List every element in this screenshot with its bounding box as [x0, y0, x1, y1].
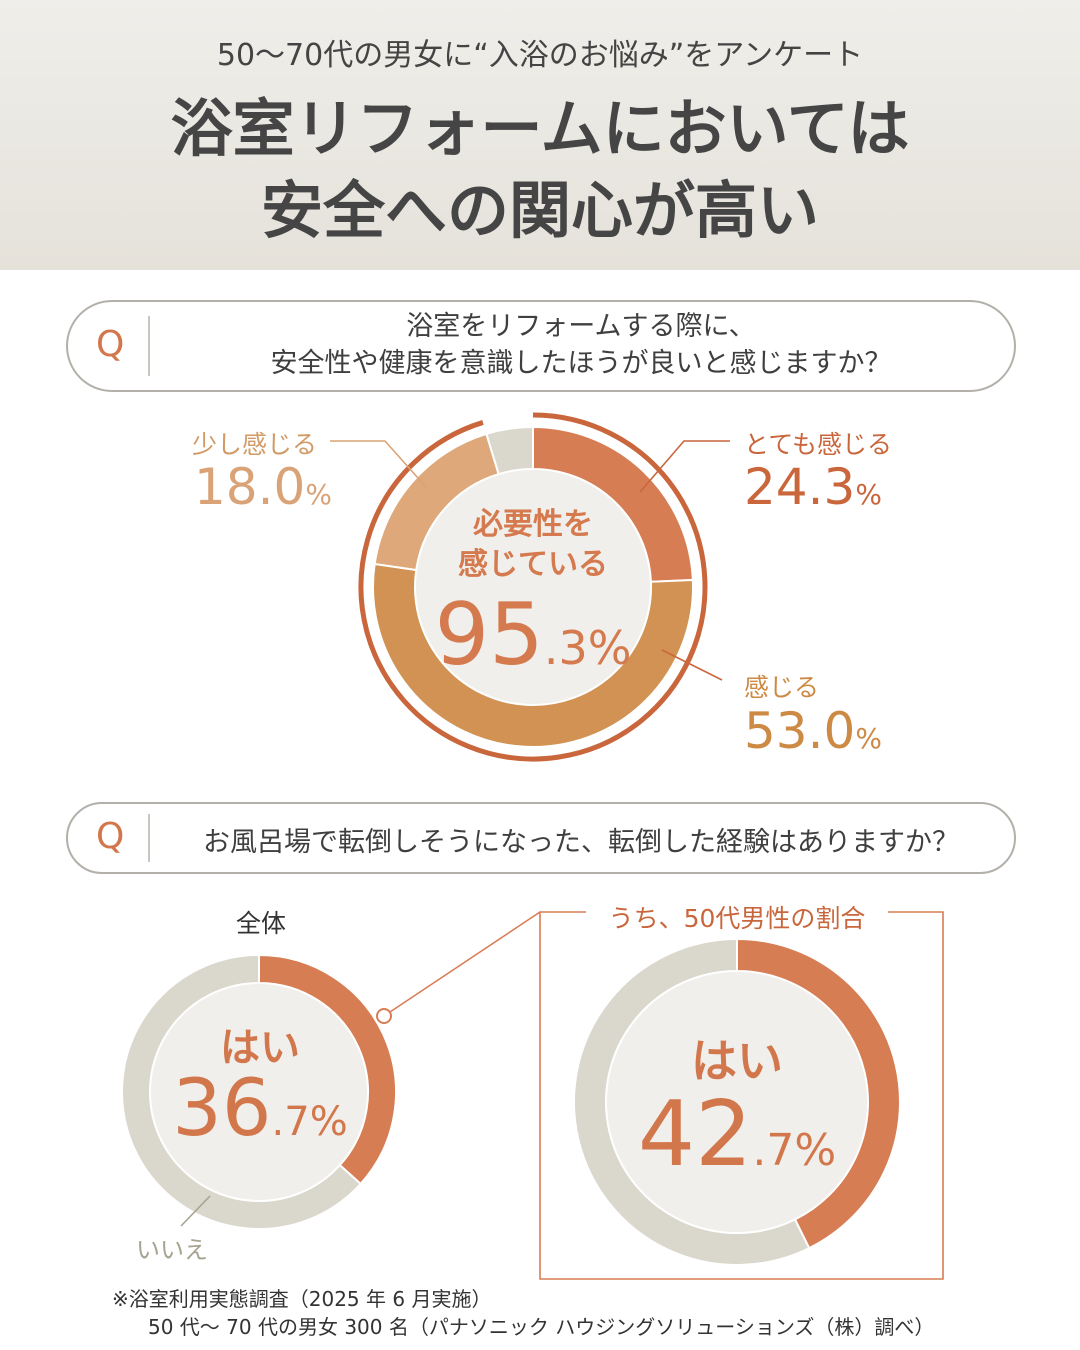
slice-other [485, 425, 534, 476]
donut-center [416, 470, 650, 704]
donut-center [607, 972, 867, 1232]
chart-3-center-value: 42.7% [617, 1082, 857, 1187]
chart-2-title: 全体 [236, 909, 287, 938]
chart-1-center-line-1: 必要性を [473, 507, 593, 542]
question-2-mark: Q [96, 816, 125, 857]
value-very: 24.3% [744, 458, 882, 516]
chart-3-center-label: はい [691, 1034, 783, 1088]
footnote-line-2: 50 代〜 70 代の男女 300 名（パナソニック ハウジングソリューションズ… [148, 1315, 935, 1339]
header-subtitle: 50〜70代の男女に“入浴のお悩み”をアンケート [216, 38, 864, 73]
chart-2-center-number: 36 [172, 1064, 272, 1154]
chart-2-donut [121, 953, 397, 1230]
question-1-line-1: 浴室をリフォームする際に、 [406, 311, 756, 342]
outer-accent-arc [358, 412, 708, 762]
header-banner: 50〜70代の男女に“入浴のお悩み”をアンケート 浴室リフォームにおいては 安全… [0, 0, 1080, 270]
connector-dot [376, 1008, 392, 1024]
slice-yes [736, 937, 901, 1250]
chart-1-donut [358, 412, 708, 762]
chart-2-center-decimal: .7% [271, 1099, 348, 1145]
chart-1-center-value: 95.3% [413, 585, 653, 685]
question-1-mark: Q [96, 324, 125, 365]
leader-no [180, 1195, 211, 1227]
question-1-box: Q 浴室をリフォームする際に、 安全性や健康を意識したほうが良いと感じますか？ [66, 300, 1016, 392]
question-1-line-2: 安全性や健康を意識したほうが良いと感じますか？ [270, 348, 892, 379]
question-1-divider [148, 316, 150, 376]
chart-3-center-decimal: .7% [752, 1125, 837, 1176]
label-very: とても感じる [744, 430, 893, 459]
label-little: 少し感じる [192, 430, 318, 459]
title-line-1: 浴室リフォームにおいては [170, 92, 910, 165]
connector-line [389, 911, 541, 1013]
label-feel: 感じる [744, 673, 820, 702]
value-feel: 53.0% [744, 702, 882, 760]
value-very-number: 24.3 [744, 458, 856, 516]
donut-center [151, 984, 367, 1200]
chart-1-center-line-2: 感じている [458, 547, 608, 582]
question-2-box: Q お風呂場で転倒しそうになった、転倒した経験はありますか？ [66, 802, 1016, 874]
chart-1-center-caption: 必要性を 感じている [413, 505, 653, 585]
value-little-unit: % [305, 478, 332, 511]
chart-2-center-value: 36.7% [150, 1064, 370, 1154]
leader-feel [661, 649, 723, 681]
slice-feel [372, 562, 694, 748]
footnote-line-1: ※浴室利用実態調査（2025 年 6 月実施） [112, 1287, 492, 1311]
slice-no [121, 953, 363, 1230]
chart-2-center-label: はい [220, 1025, 300, 1071]
value-little: 18.0% [194, 458, 332, 516]
value-feel-number: 53.0 [744, 702, 856, 760]
leader-lines [180, 440, 944, 1280]
slice-no [573, 937, 811, 1266]
chart-2-no-label: いいえ [136, 1236, 208, 1264]
page-title: 浴室リフォームにおいては 安全への関心が高い [0, 88, 1080, 252]
chart-1-center-number: 95 [434, 585, 544, 685]
chart-1-center-decimal: .3% [543, 621, 632, 675]
chart-3-frame [539, 911, 944, 1280]
chart-3-center-number: 42 [637, 1082, 753, 1187]
value-very-unit: % [855, 478, 882, 511]
value-feel-unit: % [855, 722, 882, 755]
question-2-divider [148, 814, 150, 862]
value-little-number: 18.0 [194, 458, 306, 516]
leader-little [330, 440, 427, 488]
question-2-text: お風呂場で転倒しそうになった、転倒した経験はありますか？ [203, 827, 959, 858]
chart-3-donut [573, 937, 901, 1266]
question-1-text: 浴室をリフォームする際に、 安全性や健康を意識したほうが良いと感じますか？ [168, 308, 994, 382]
title-line-2: 安全への関心が高い [260, 174, 819, 247]
footnote: ※浴室利用実態調査（2025 年 6 月実施） 50 代〜 70 代の男女 30… [112, 1285, 934, 1341]
leader-very [639, 440, 730, 493]
chart-3-title: うち、50代男性の割合 [592, 899, 882, 935]
